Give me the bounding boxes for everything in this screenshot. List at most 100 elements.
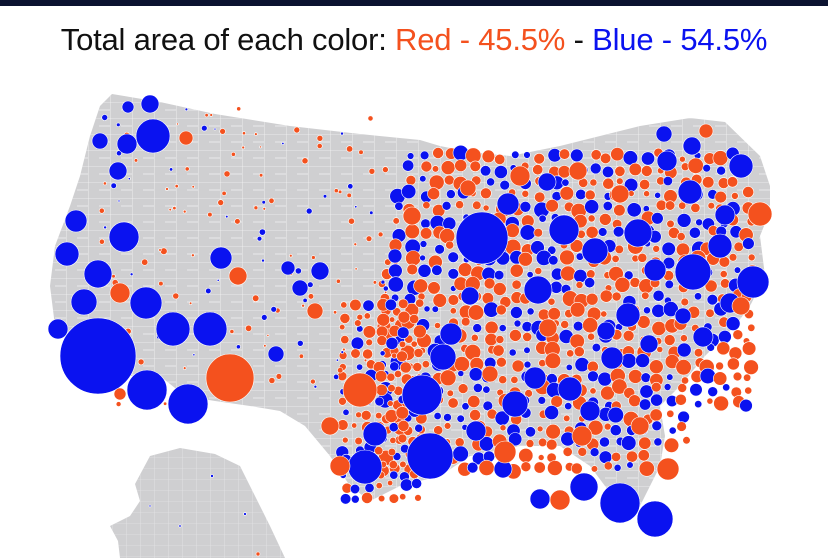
- red-county-bubble: [453, 356, 470, 373]
- red-county-bubble: [637, 449, 650, 462]
- blue-county-bubble: [519, 224, 536, 241]
- red-county-bubble: [113, 387, 127, 401]
- red-county-bubble: [335, 278, 341, 284]
- red-county-bubble: [266, 333, 270, 337]
- red-county-bubble: [545, 199, 559, 213]
- blue-county-bubble: [380, 279, 386, 285]
- red-county-bubble: [470, 333, 479, 342]
- red-county-bubble: [242, 131, 246, 136]
- red-county-bubble: [415, 298, 425, 308]
- red-county-bubble: [234, 218, 241, 225]
- blue-county-bubble: [716, 165, 726, 176]
- blue-county-bubble: [431, 305, 439, 313]
- blue-county-bubble: [693, 292, 702, 301]
- blue-county-bubble: [600, 346, 624, 370]
- red-county-bubble: [392, 217, 400, 225]
- blue-county-bubble: [561, 178, 570, 187]
- red-county-bubble: [398, 340, 407, 349]
- blue-county-bubble: [493, 165, 508, 179]
- red-county-bubble: [484, 320, 499, 335]
- red-county-bubble: [467, 304, 485, 321]
- blue-county-bubble: [91, 132, 109, 150]
- blue-county-bubble: [452, 445, 469, 463]
- top-border: [0, 0, 828, 6]
- red-county-bubble: [675, 359, 692, 376]
- red-county-bubble: [386, 372, 396, 382]
- red-county-bubble: [432, 147, 444, 159]
- blue-county-bubble: [108, 221, 140, 253]
- blue-county-bubble: [103, 225, 107, 230]
- red-county-bubble: [388, 460, 398, 470]
- blue-county-bubble: [116, 122, 121, 128]
- red-county-bubble: [590, 149, 602, 161]
- blue-county-bubble: [639, 398, 652, 411]
- red-county-bubble: [584, 189, 596, 201]
- red-county-bubble: [446, 389, 454, 397]
- blue-county-bubble: [695, 218, 703, 227]
- red-county-bubble: [236, 106, 242, 112]
- blue-county-bubble: [480, 165, 492, 177]
- red-county-bubble: [457, 262, 473, 277]
- blue-county-bubble: [718, 329, 732, 344]
- blue-county-bubble: [510, 306, 523, 319]
- blue-county-bubble: [523, 151, 531, 159]
- red-county-bubble: [610, 184, 630, 204]
- red-county-bubble: [742, 186, 755, 198]
- blue-county-bubble: [597, 227, 608, 237]
- blue-county-bubble: [702, 164, 711, 173]
- red-county-bubble: [375, 482, 383, 490]
- red-county-bubble: [682, 436, 691, 445]
- red-county-bubble: [306, 302, 324, 320]
- red-county-bubble: [494, 153, 506, 165]
- red-county-bubble: [560, 265, 576, 282]
- blue-county-bubble: [674, 253, 712, 291]
- county-bubble-map: [47, 94, 773, 558]
- blue-county-bubble: [389, 361, 400, 372]
- red-county-bubble: [176, 122, 179, 126]
- blue-county-bubble: [599, 482, 641, 524]
- red-county-bubble: [350, 348, 361, 359]
- red-county-bubble: [677, 383, 688, 393]
- blue-county-bubble: [83, 259, 113, 289]
- red-county-bubble: [259, 145, 262, 149]
- red-county-bubble: [396, 350, 408, 363]
- red-county-bubble: [398, 298, 409, 309]
- red-county-bubble: [368, 168, 376, 175]
- red-county-bubble: [712, 371, 728, 386]
- blue-county-bubble: [676, 342, 692, 358]
- blue-county-bubble: [423, 305, 431, 313]
- red-county-bubble: [262, 207, 266, 211]
- red-county-bubble: [422, 201, 431, 210]
- blue-county-bubble: [739, 398, 753, 413]
- red-county-bubble: [445, 240, 455, 250]
- blue-county-bubble: [654, 191, 661, 199]
- red-county-bubble: [698, 123, 714, 139]
- blue-county-bubble: [547, 245, 557, 255]
- title-separator: -: [565, 22, 593, 57]
- blue-county-bubble: [313, 384, 318, 389]
- red-county-bubble: [355, 411, 362, 419]
- red-county-bubble: [412, 324, 427, 339]
- blue-county-bubble: [201, 124, 208, 132]
- red-county-bubble: [354, 319, 362, 327]
- blue-county-bubble: [456, 414, 465, 423]
- red-county-bubble: [165, 187, 169, 191]
- red-county-bubble: [559, 249, 575, 266]
- red-county-bubble: [98, 207, 105, 214]
- red-county-bubble: [560, 320, 570, 329]
- red-county-bubble: [559, 186, 574, 201]
- red-county-bubble: [518, 447, 534, 463]
- red-county-bubble: [547, 460, 563, 476]
- red-county-bubble: [704, 279, 718, 293]
- blue-county-bubble: [116, 150, 122, 157]
- red-county-bubble: [447, 294, 460, 306]
- blue-county-bubble: [519, 201, 532, 213]
- red-county-bubble: [680, 376, 689, 385]
- red-county-bubble: [354, 436, 363, 446]
- red-county-bubble: [648, 359, 664, 375]
- red-county-bubble: [509, 329, 522, 342]
- blue-county-bubble: [596, 321, 616, 341]
- blue-county-bubble: [417, 263, 432, 278]
- red-county-bubble: [492, 282, 507, 296]
- blue-county-bubble: [722, 383, 731, 392]
